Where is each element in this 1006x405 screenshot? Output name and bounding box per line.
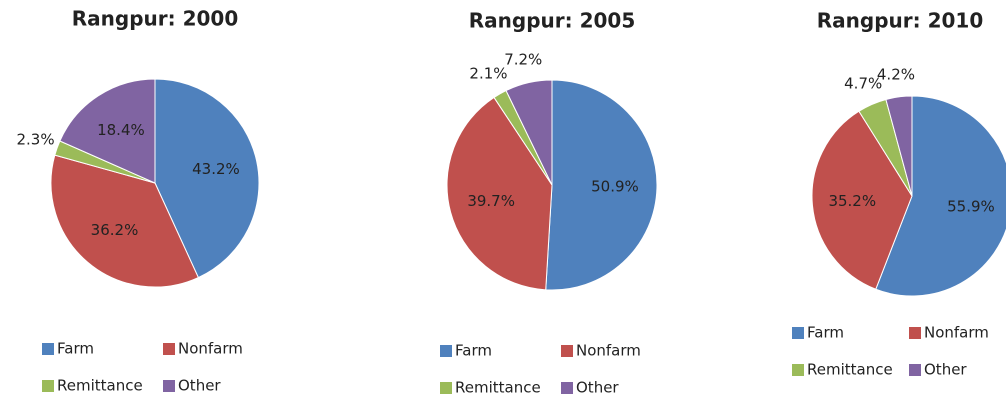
data-label: 35.2% (828, 192, 876, 210)
pie-slice (811, 110, 913, 290)
legend-label: Farm (807, 324, 844, 342)
legend-swatch (909, 327, 921, 339)
legend-label: Nonfarm (178, 340, 243, 358)
legend-label: Remittance (455, 379, 541, 397)
data-label: 7.2% (504, 51, 542, 69)
chart-title: Rangpur: 2010 (817, 9, 984, 33)
pie-slice (545, 79, 658, 291)
data-label: 18.4% (97, 121, 145, 139)
pie-slice (50, 154, 200, 288)
legend-swatch (792, 327, 804, 339)
pie-slice (154, 78, 260, 279)
chart-title: Rangpur: 2000 (72, 7, 239, 31)
data-label: 55.9% (947, 198, 995, 216)
legend-swatch (792, 364, 804, 376)
legend-label: Remittance (807, 361, 893, 379)
legend-swatch (163, 343, 175, 355)
legend-swatch (440, 345, 452, 357)
data-label: 2.3% (16, 131, 54, 149)
legend-label: Other (576, 379, 619, 397)
data-label: 39.7% (467, 192, 515, 210)
legend-swatch (440, 382, 452, 394)
legend-label: Nonfarm (924, 324, 989, 342)
chart-title: Rangpur: 2005 (469, 9, 636, 33)
data-label: 36.2% (91, 221, 139, 239)
data-label: 2.1% (469, 64, 507, 82)
legend-swatch (42, 380, 54, 392)
legend-swatch (561, 345, 573, 357)
legend-swatch (561, 382, 573, 394)
legend-swatch (909, 364, 921, 376)
pie-slice (59, 78, 156, 184)
pie-slice (885, 95, 913, 197)
legend-label: Farm (455, 342, 492, 360)
legend-swatch (163, 380, 175, 392)
data-label: 43.2% (192, 160, 240, 178)
pie-slice (505, 79, 553, 186)
data-label: 4.7% (844, 75, 882, 93)
legend-label: Remittance (57, 377, 143, 395)
legend-label: Other (178, 377, 221, 395)
legend-label: Nonfarm (576, 342, 641, 360)
data-label: 50.9% (591, 177, 639, 195)
legend-swatch (42, 343, 54, 355)
pie-slice (875, 95, 1006, 297)
legend-label: Other (924, 361, 967, 379)
data-label: 4.2% (877, 66, 915, 84)
legend-label: Farm (57, 340, 94, 358)
